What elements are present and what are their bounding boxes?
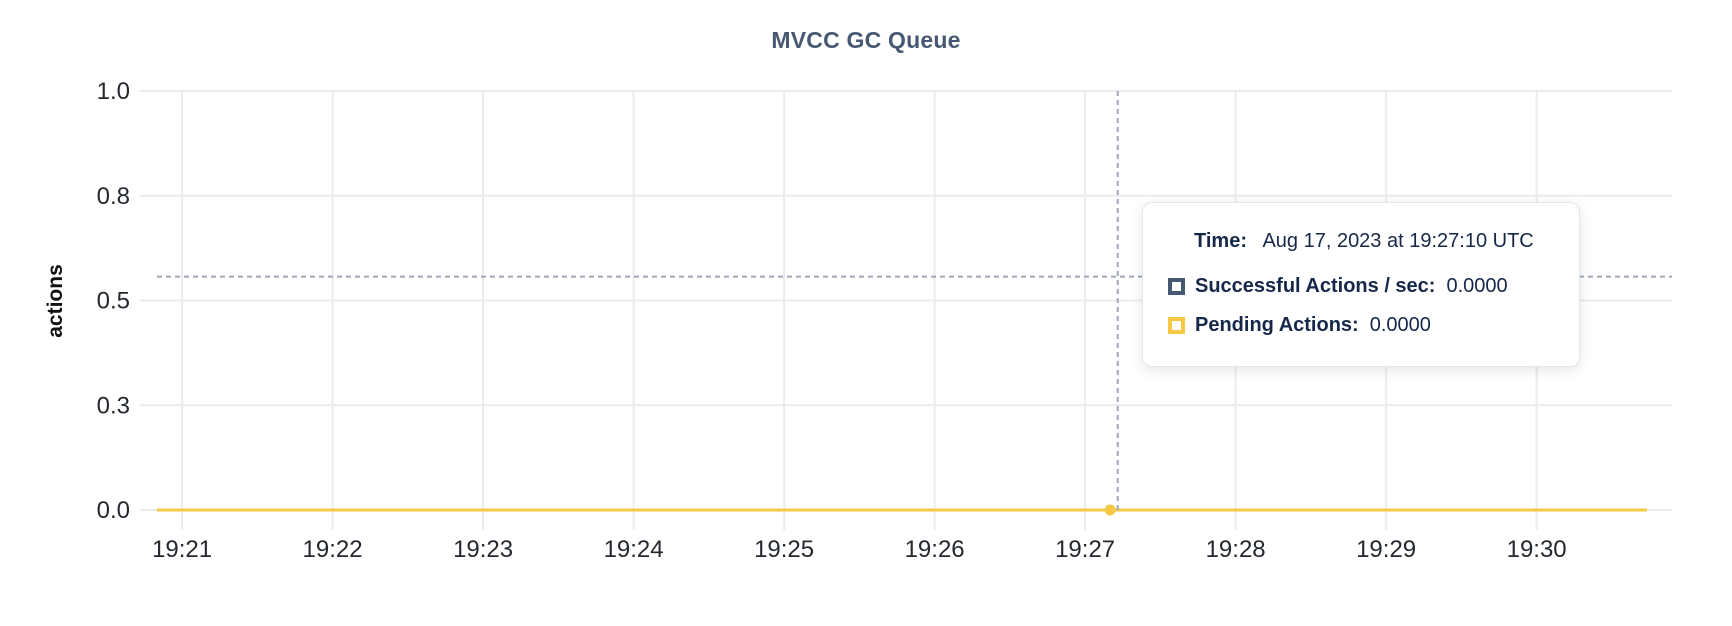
hover-point — [1104, 504, 1116, 516]
tooltip-time-row: Time: Aug 17, 2023 at 19:27:10 UTC — [1168, 229, 1579, 253]
x-tick-label: 19:23 — [453, 536, 513, 563]
tooltip-successful-value: 0.0000 — [1446, 274, 1508, 297]
x-tick-label: 19:21 — [152, 536, 212, 563]
x-tick-label: 19:27 — [1055, 536, 1115, 563]
tooltip-row-successful: Successful Actions / sec: 0.0000 — [1168, 273, 1579, 299]
tooltip-pending-value: 0.0000 — [1369, 313, 1431, 336]
chart-title: MVCC GC Queue — [771, 27, 961, 53]
x-tick-label: 19:30 — [1507, 536, 1567, 563]
x-tick-label: 19:28 — [1206, 536, 1266, 563]
chart-tooltip: Time: Aug 17, 2023 at 19:27:10 UTC Succe… — [1142, 202, 1580, 367]
pending-series-swatch-icon — [1168, 316, 1185, 334]
tooltip-successful-label: Successful Actions / sec: — [1195, 274, 1436, 297]
x-tick-label: 19:25 — [754, 536, 814, 563]
y-tick-label: 1.0 — [97, 78, 130, 105]
tooltip-time-value: Aug 17, 2023 at 19:27:10 UTC — [1262, 230, 1534, 252]
x-tick-label: 19:24 — [604, 536, 664, 563]
y-tick-label: 0.5 — [97, 288, 130, 315]
y-tick-label: 0.8 — [97, 183, 130, 210]
tooltip-pending-label: Pending Actions: — [1195, 313, 1359, 336]
y-tick-label: 0.0 — [97, 497, 130, 524]
x-tick-label: 19:26 — [905, 536, 965, 563]
successful-series-swatch-icon — [1168, 277, 1185, 295]
x-tick-label: 19:22 — [303, 536, 363, 563]
tooltip-time-label: Time: — [1194, 230, 1247, 252]
x-tick-label: 19:29 — [1356, 536, 1416, 563]
y-tick-label: 0.3 — [97, 392, 130, 419]
tooltip-row-pending: Pending Actions: 0.0000 — [1168, 312, 1579, 338]
